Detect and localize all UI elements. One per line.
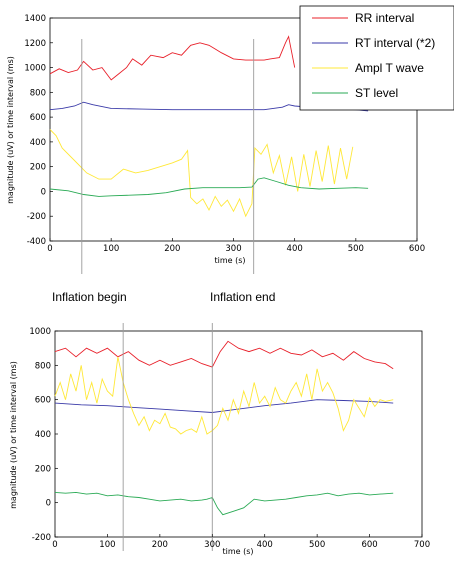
legend: RR interval RT interval (*2) Ampl T wave ST… (299, 5, 454, 111)
y-axis-label-top: magnitude (uV) or time interval (ms) (6, 56, 15, 204)
y-tick-label: 600 (35, 396, 51, 406)
y-tick-label: -200 (27, 212, 46, 222)
legend-entry: RT interval (*2) (355, 36, 435, 50)
x-tick-label: 500 (348, 244, 364, 254)
x-tick-label: 600 (409, 244, 425, 254)
x-axis-ticks-top: 0 100 200 300 400 500 600 (47, 238, 425, 254)
chart-bottom: 0 100 200 300 400 500 600 700 -2000200400600800… (9, 323, 430, 556)
legend-entry: ST level (355, 86, 398, 100)
series-line-st-level (49, 177, 369, 197)
y-tick-label: 0 (41, 187, 46, 197)
series-line-st-level (54, 491, 394, 516)
y-tick-label: 400 (30, 138, 46, 148)
series-line-rt-interval-2 (54, 399, 394, 413)
series-line-ampl-t-wave (54, 356, 394, 435)
y-tick-label: 600 (30, 113, 46, 123)
y-tick-label: -200 (32, 533, 51, 543)
y-tick-label: 1200 (24, 39, 46, 49)
legend-entry: Ampl T wave (355, 61, 424, 75)
x-tick-label: 200 (164, 244, 180, 254)
x-tick-label: 300 (204, 540, 220, 550)
inflation-end-label: Inflation end (210, 290, 275, 304)
y-tick-label: 800 (30, 88, 46, 98)
series-lines-bottom (54, 340, 394, 516)
x-tick-label: 200 (152, 540, 168, 550)
x-axis-ticks-bottom: 0 100 200 300 400 500 600 700 (52, 534, 430, 550)
x-axis-label-top: time (s) (214, 256, 245, 265)
y-tick-label: 0 (46, 499, 51, 509)
y-tick-label: 800 (35, 361, 51, 371)
y-tick-label: -400 (27, 237, 46, 247)
y-tick-label: 400 (35, 430, 51, 440)
y-tick-label: 1000 (24, 64, 46, 74)
x-tick-label: 0 (47, 244, 52, 254)
marker-lines-bottom (122, 323, 213, 551)
y-tick-label: 1000 (29, 327, 51, 337)
inflation-begin-label: Inflation begin (52, 290, 127, 304)
x-tick-label: 500 (309, 540, 325, 550)
y-axis-ticks-bottom: -200 0 200 400 600 800 1000 (29, 327, 58, 543)
y-tick-label: 200 (35, 464, 51, 474)
plot-area-bottom (54, 330, 423, 538)
y-tick-label: 200 (30, 163, 46, 173)
x-tick-label: 0 (52, 540, 57, 550)
x-tick-label: 400 (257, 540, 273, 550)
y-tick-label: 1400 (24, 14, 46, 24)
x-tick-label: 100 (99, 540, 115, 550)
legend-entry: RR interval (355, 11, 414, 25)
x-tick-label: 300 (225, 244, 241, 254)
y-axis-ticks-top: -400 -200 0 200 400 600 800 1000 1200 1400 (24, 14, 53, 247)
x-tick-label: 400 (287, 244, 303, 254)
x-tick-label: 100 (103, 244, 119, 254)
chart-top: 0 100 200 300 400 500 600 -400 -200 0 200 400 600 80… (6, 5, 454, 274)
x-tick-label: 700 (414, 540, 430, 550)
marker-lines-top (81, 39, 255, 274)
series-line-ampl-t-wave (49, 129, 354, 218)
y-axis-label-bottom: magnitude (uV) or time interval (ms) (9, 361, 18, 509)
series-line-rr-interval (54, 340, 394, 370)
series-line-rr-interval (49, 35, 296, 81)
x-axis-label-bottom: time (s) (222, 547, 253, 556)
x-tick-label: 600 (361, 540, 377, 550)
